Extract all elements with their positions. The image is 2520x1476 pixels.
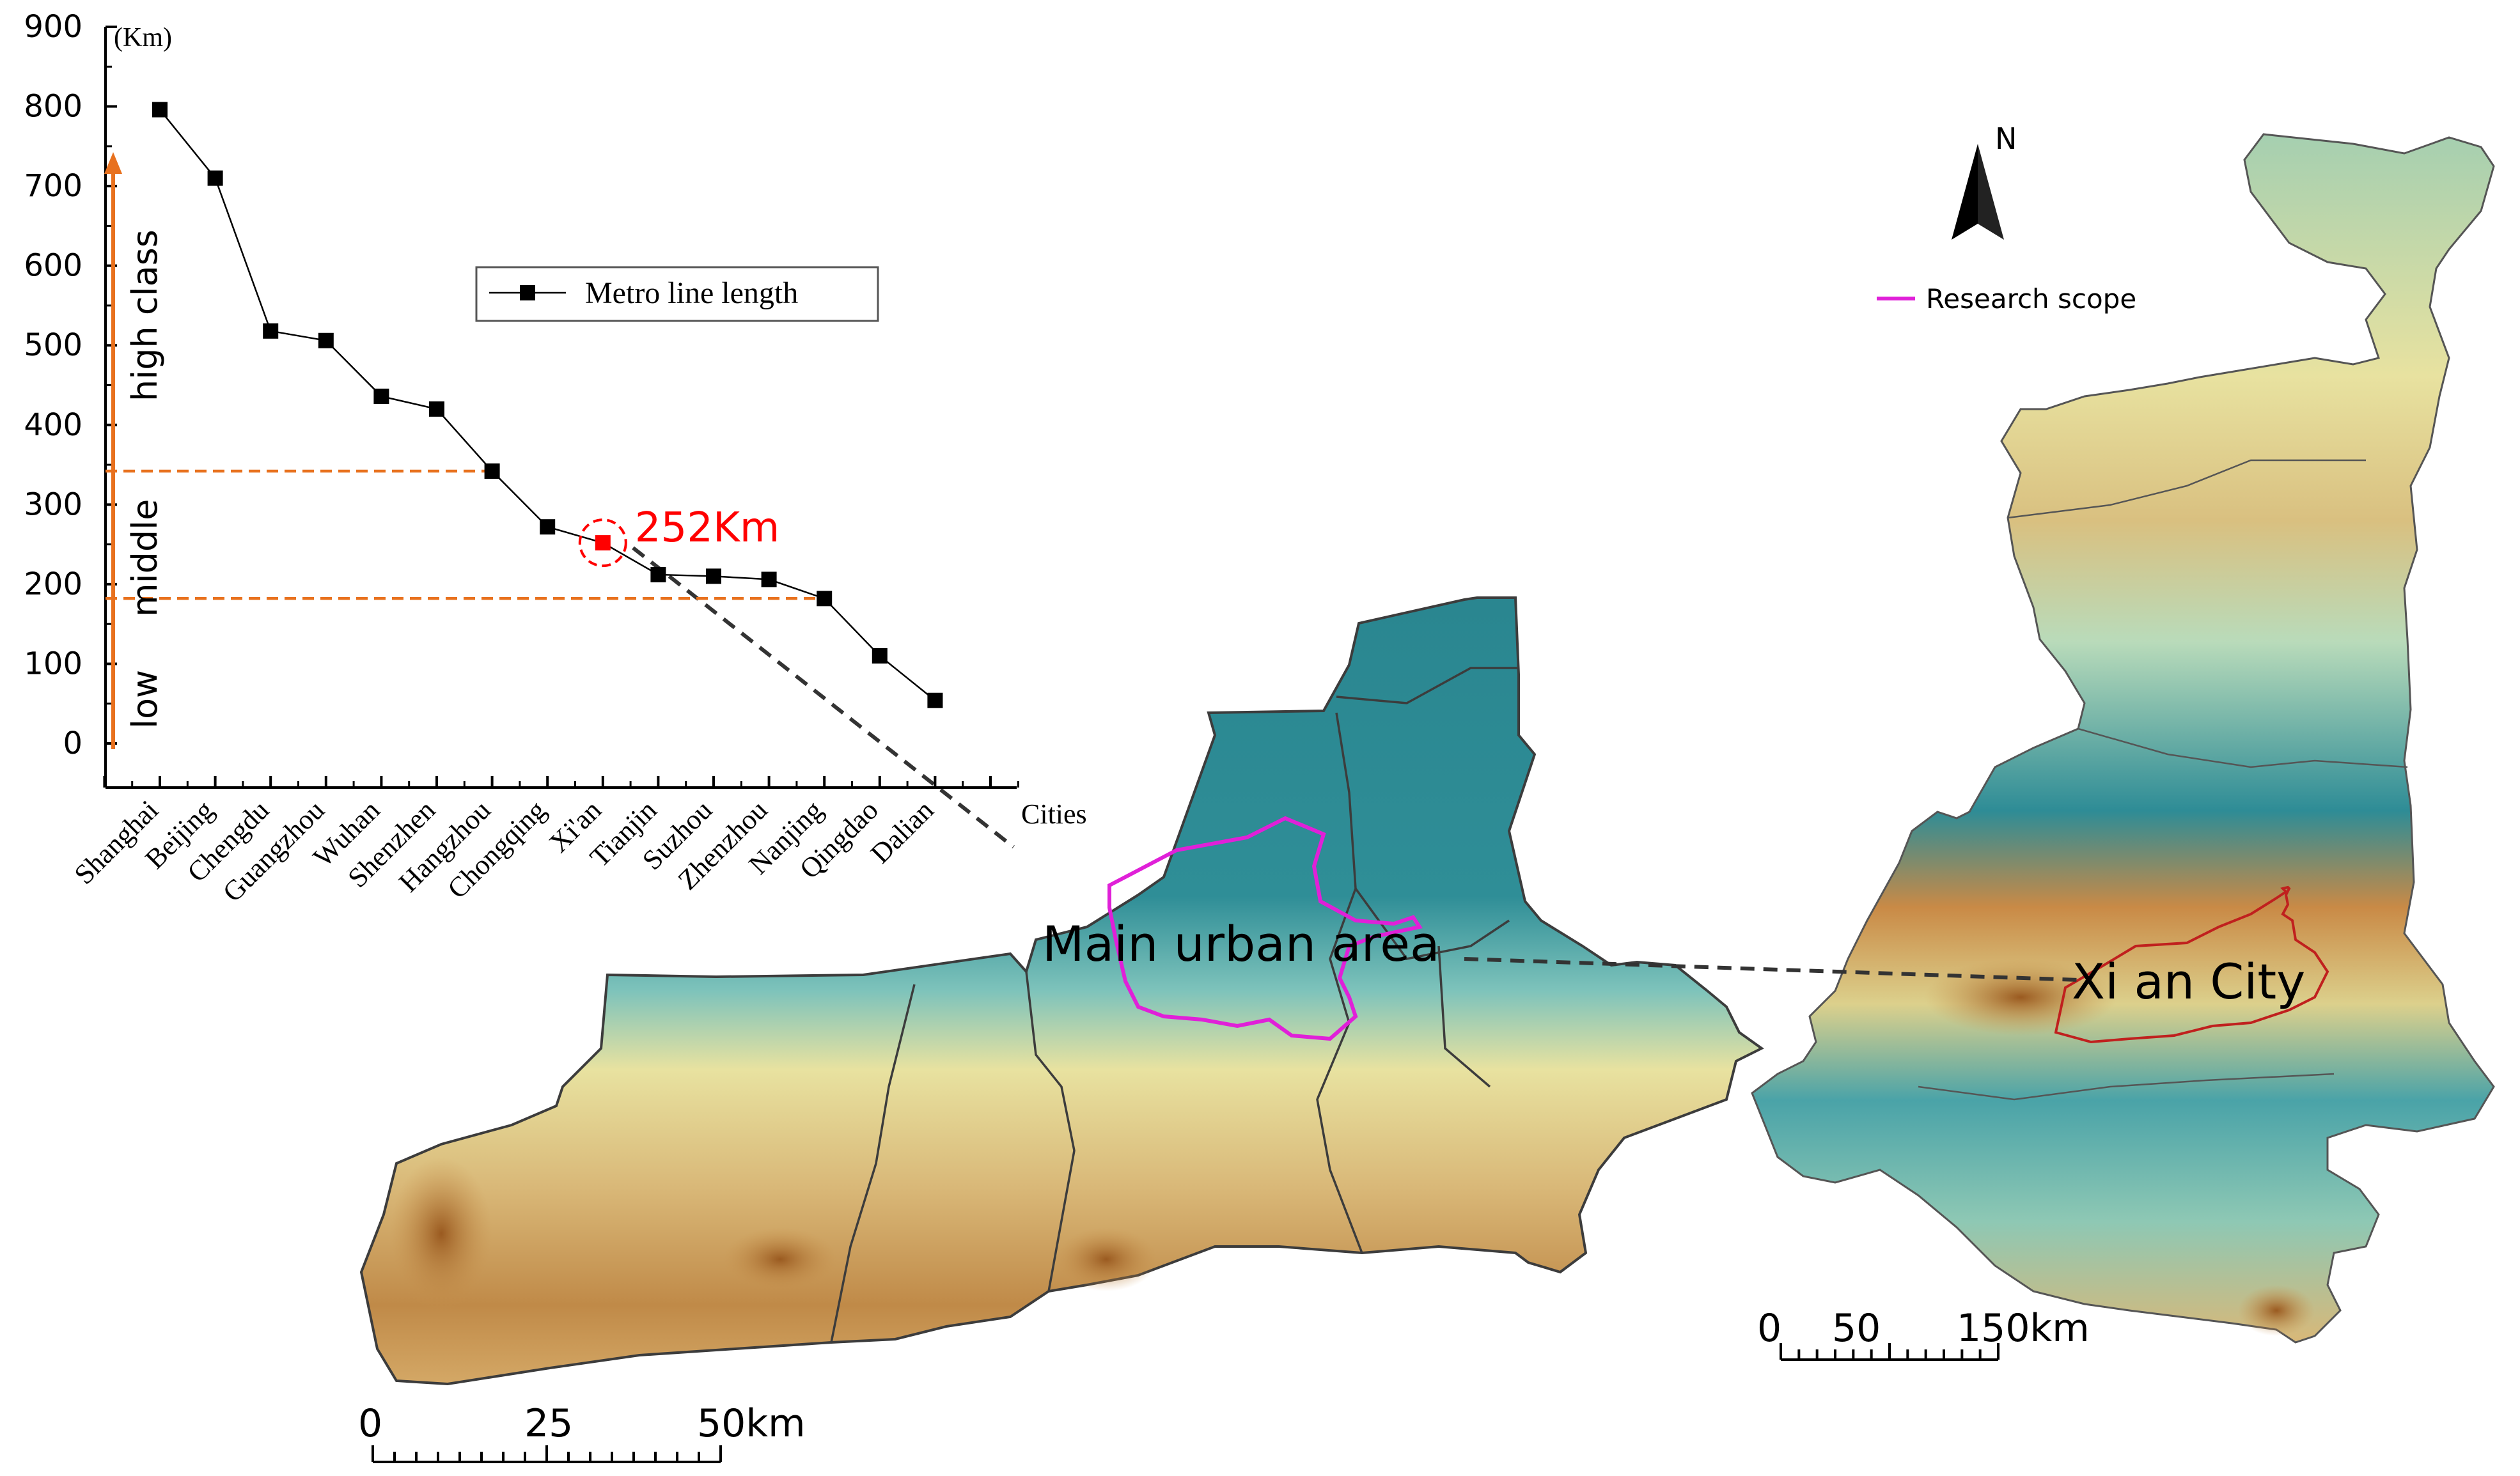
scale-right-50: 50 xyxy=(1832,1306,1881,1351)
north-arrow-icon xyxy=(1952,144,1978,240)
mountain-peak-center xyxy=(723,1227,838,1291)
mountain-peak-east xyxy=(1055,1227,1157,1291)
y-tick-label: 400 xyxy=(24,407,82,443)
province-boundary xyxy=(1918,1073,2335,1101)
data-point xyxy=(761,571,777,587)
xian-highlight-label: 252Km xyxy=(635,504,779,552)
data-point xyxy=(484,463,500,479)
y-tick-label: 0 xyxy=(63,726,82,761)
data-point xyxy=(595,535,611,551)
y-tick-label: 300 xyxy=(24,486,82,522)
xian-boundary xyxy=(359,596,1764,1386)
x-axis-label: Cities xyxy=(1021,798,1087,830)
data-point xyxy=(650,566,666,582)
y-tick-label: 800 xyxy=(24,89,82,125)
north-arrow: N xyxy=(1952,121,2017,240)
scale-right-0: 0 xyxy=(1757,1306,1781,1351)
xian-terrain-map: Main urban area xyxy=(359,596,1764,1386)
data-point xyxy=(207,170,223,186)
data-point xyxy=(817,591,833,607)
xian-city-boundary xyxy=(2054,885,2329,1044)
scale-left-0: 0 xyxy=(358,1401,382,1446)
class-arrow-head-icon xyxy=(104,152,122,174)
legend-box xyxy=(475,266,879,322)
south-peak xyxy=(2238,1285,2315,1336)
research-scope-outline xyxy=(1107,816,1423,1041)
data-point xyxy=(318,332,334,348)
connector-line-map-to-city xyxy=(1464,957,2079,982)
y-axis-unit-label: (Km) xyxy=(114,23,172,52)
legend-label: Metro line length xyxy=(585,276,798,310)
province-boundary xyxy=(2078,727,2408,768)
data-point xyxy=(263,323,279,339)
data-point xyxy=(872,648,888,664)
scale-bar-right: 0 50 150km xyxy=(1757,1306,2090,1361)
x-tick-label: Dalian xyxy=(865,794,940,869)
series-line xyxy=(159,109,936,701)
mountain-peak-west xyxy=(390,1157,492,1310)
scale-left-25: 25 xyxy=(524,1401,573,1446)
data-point xyxy=(429,401,444,417)
district-boundary xyxy=(1025,971,1076,1292)
class-label-high: high class xyxy=(125,229,165,401)
shaanxi-boundary xyxy=(1751,133,2495,1344)
data-point xyxy=(373,388,389,404)
y-tick-label: 600 xyxy=(24,248,82,284)
scale-bar-left: 0 25 50km xyxy=(358,1401,806,1463)
y-tick-label: 700 xyxy=(24,168,82,204)
data-point xyxy=(540,519,556,535)
class-label-low: low xyxy=(125,670,165,729)
province-boundary xyxy=(2007,459,2366,519)
district-boundary xyxy=(830,984,916,1343)
y-tick-label: 100 xyxy=(24,646,82,681)
legend-swatch-marker xyxy=(520,285,535,300)
y-tick-label: 500 xyxy=(24,327,82,363)
research-scope-legend-label: Research scope xyxy=(1926,283,2136,315)
district-boundary xyxy=(1336,667,1519,704)
north-arrow-icon-shade xyxy=(1978,144,2004,240)
y-tick-label: 200 xyxy=(24,566,82,602)
xian-highlight-ring xyxy=(578,518,627,568)
district-boundary xyxy=(1437,945,1491,1088)
district-boundary xyxy=(1316,712,1363,1254)
data-point xyxy=(706,568,721,584)
data-point xyxy=(152,102,168,118)
class-label-middle: middle xyxy=(125,499,165,617)
shaanxi-terrain-map: Xi an City xyxy=(1751,133,2495,1344)
y-tick-label: 900 xyxy=(24,9,82,45)
xian-city-label: Xi an City xyxy=(2072,953,2305,1010)
data-point xyxy=(927,692,943,708)
north-label: N xyxy=(1995,121,2017,156)
scale-left-50: 50km xyxy=(697,1401,806,1446)
scale-right-150: 150km xyxy=(1957,1306,2090,1351)
research-scope-legend: Research scope xyxy=(1877,283,2136,315)
main-urban-area-label: Main urban area xyxy=(1042,915,1440,972)
